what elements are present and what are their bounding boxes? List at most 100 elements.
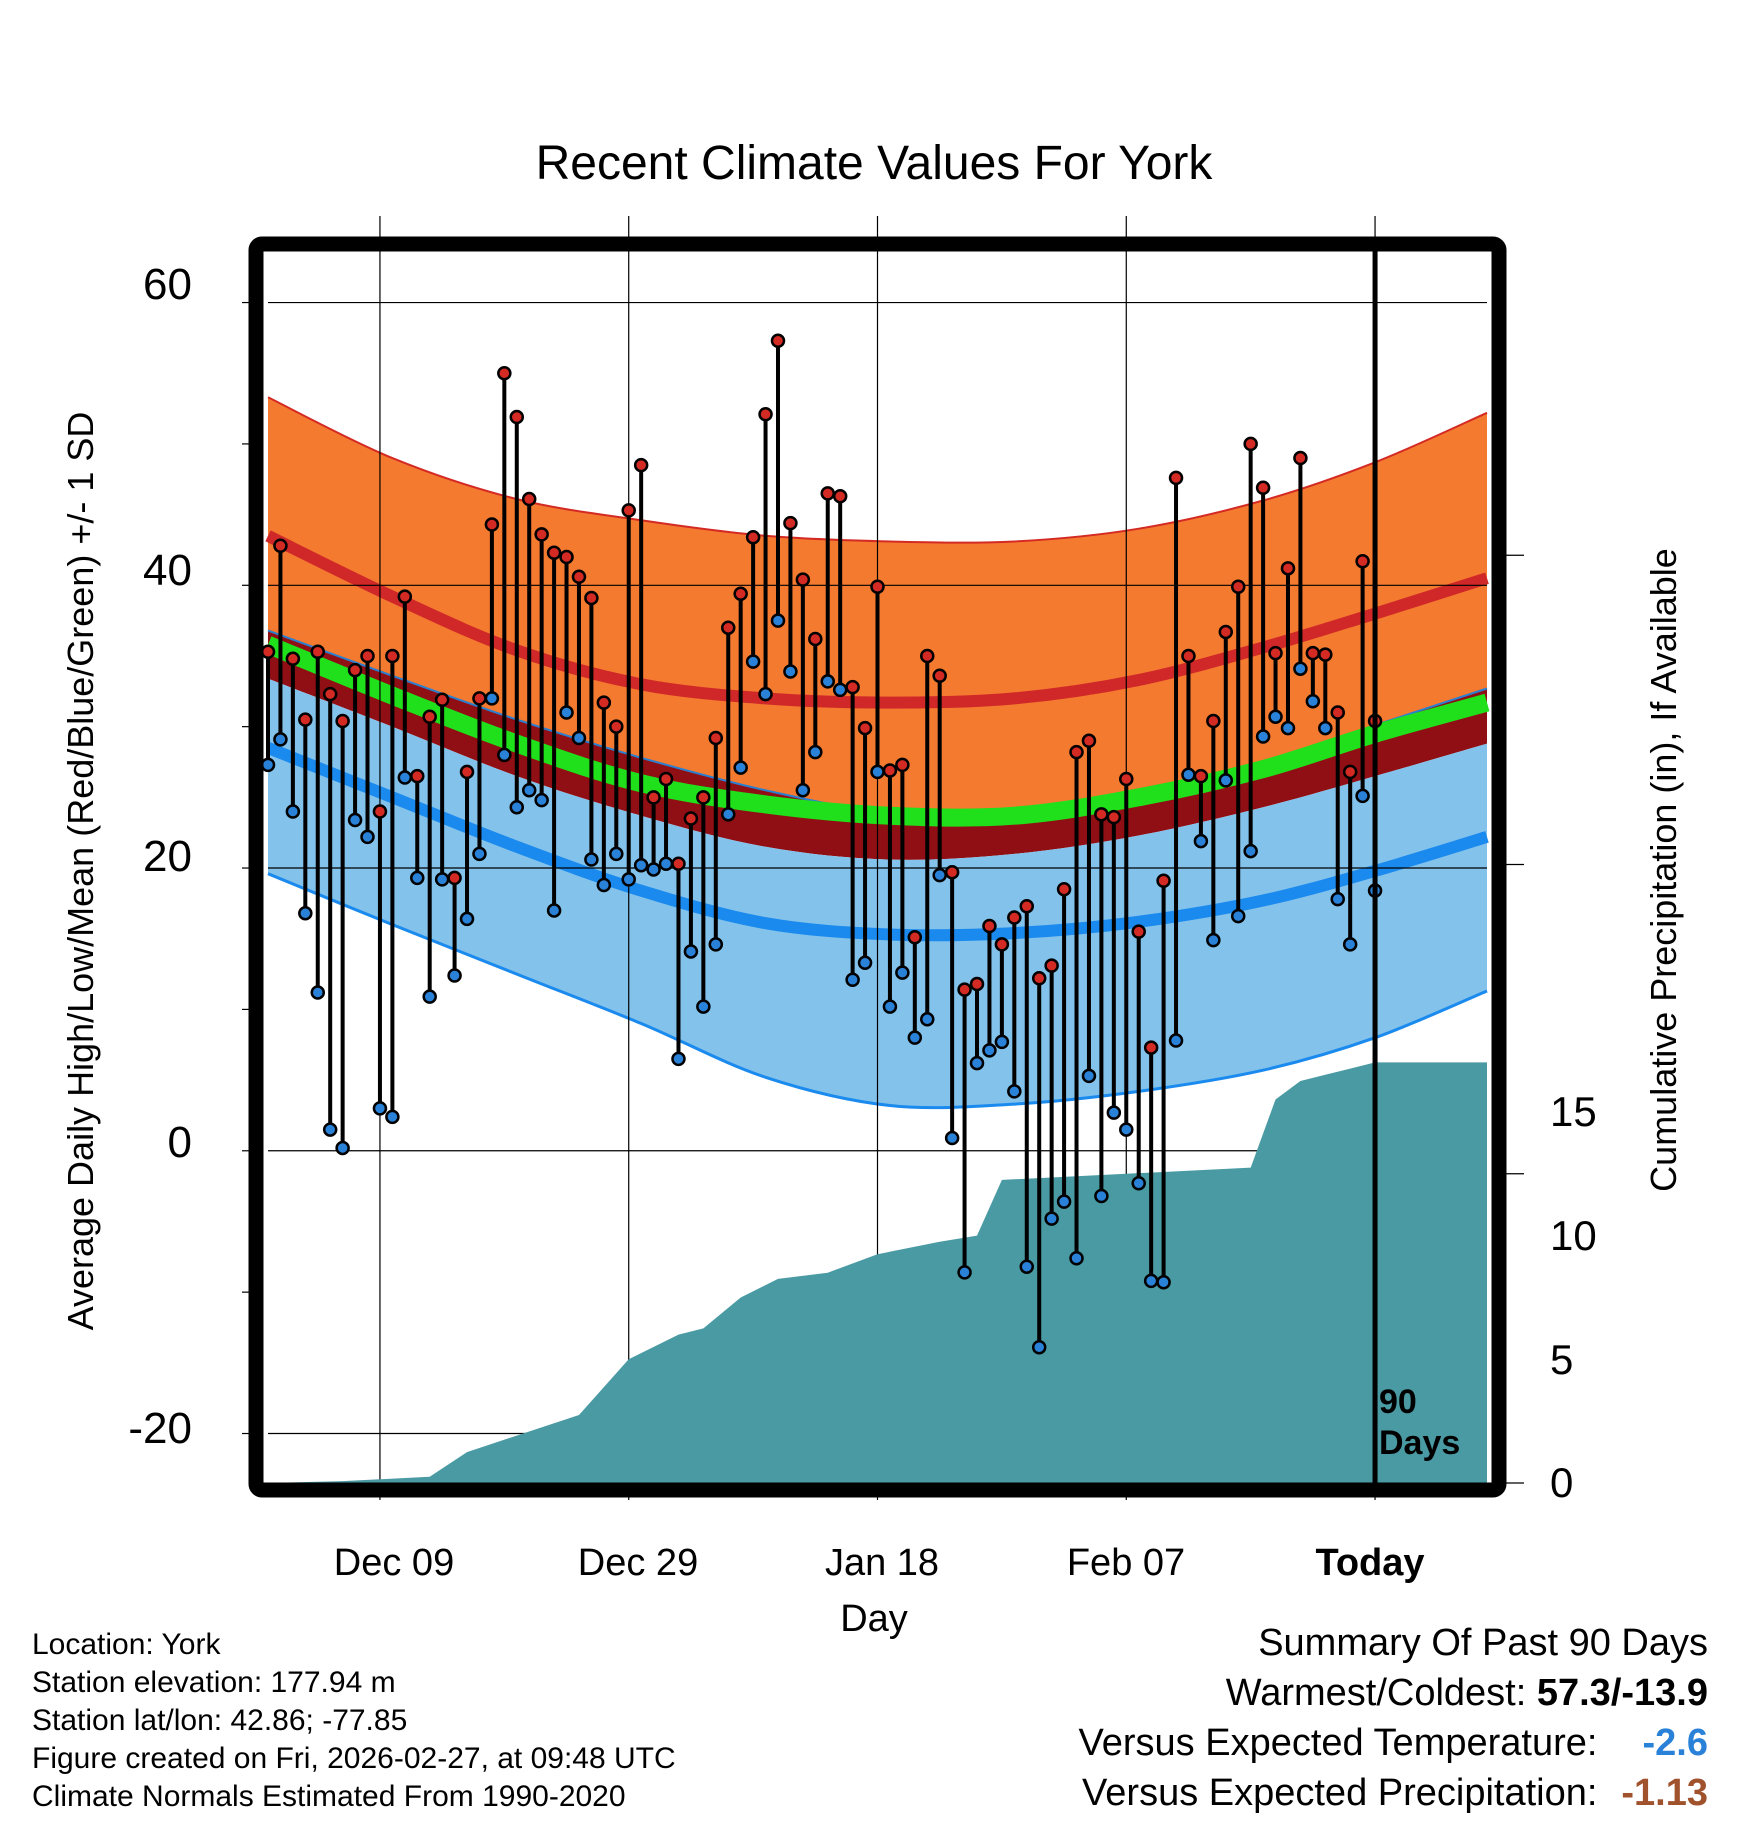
daily-low-point: [832, 682, 848, 698]
daily-high-point: [696, 790, 711, 805]
y-tick-label: -20: [128, 1404, 192, 1453]
daily-high-point: [559, 549, 574, 565]
daily-high-point: [1206, 713, 1221, 729]
daily-high-point: [770, 333, 786, 348]
daily-high-point: [260, 644, 276, 659]
summary-warmest-row: Warmest/Coldest: 57.3/-13.9: [1079, 1668, 1708, 1718]
daily-high-point: [920, 648, 935, 664]
daily-high-point: [1293, 450, 1308, 466]
daily-low-point: [633, 857, 649, 873]
daily-low-point: [1007, 1084, 1022, 1099]
daily-low-point: [1280, 720, 1296, 736]
daily-high-point: [1330, 705, 1345, 720]
summary-precip-label: Versus Expected Precipitation:: [1082, 1772, 1598, 1814]
precip-tick-label: 5: [1550, 1336, 1574, 1383]
daily-low-point: [397, 770, 413, 785]
daily-high-point: [1044, 958, 1059, 973]
daily-low-point: [459, 911, 475, 927]
daily-low-point: [1305, 693, 1321, 709]
daily-high-point: [658, 771, 674, 787]
y-tick-label: 60: [143, 260, 192, 309]
daily-high-point: [584, 590, 599, 606]
daily-low-point: [1143, 1273, 1159, 1289]
daily-high-point: [1230, 579, 1246, 594]
daily-high-point: [907, 930, 923, 945]
daily-low-point: [596, 877, 612, 893]
daily-high-point: [546, 545, 562, 561]
daily-high-point: [1019, 898, 1035, 914]
x-tick-label: Jan 18: [824, 1542, 940, 1584]
daily-low-point: [1293, 661, 1308, 676]
meta-location: Location: York: [32, 1628, 221, 1661]
daily-low-point: [310, 985, 326, 1000]
daily-high-point: [1355, 554, 1370, 569]
daily-low-point: [1081, 1068, 1097, 1084]
daily-low-point: [1069, 1250, 1084, 1266]
daily-high-point: [472, 691, 487, 706]
daily-high-point: [944, 865, 960, 880]
daily-low-point: [1355, 788, 1370, 804]
daily-high-point: [720, 620, 736, 635]
daily-high-point: [285, 651, 301, 667]
y-tick-label: 0: [167, 1118, 192, 1167]
daily-high-point: [484, 517, 500, 532]
daily-low-point: [1094, 1188, 1109, 1204]
mean-sd-band: [268, 630, 1487, 860]
daily-low-point: [1031, 1340, 1047, 1355]
daily-low-point: [658, 856, 674, 872]
daily-high-point: [1069, 744, 1084, 760]
daily-low-point: [994, 1034, 1010, 1050]
daily-high-point: [447, 870, 462, 886]
daily-high-point: [1143, 1040, 1159, 1055]
daily-high-point: [745, 529, 761, 545]
daily-low-point: [745, 654, 761, 669]
daily-high-point: [671, 856, 686, 872]
daily-low-point: [584, 852, 599, 867]
daily-low-point: [534, 792, 549, 808]
daily-high-point: [758, 406, 773, 422]
daily-high-point: [1081, 733, 1097, 749]
daily-low-point: [360, 829, 375, 845]
daily-low-point: [696, 999, 711, 1014]
daily-high-point: [298, 712, 313, 727]
cumulative-precip-area: [268, 1062, 1487, 1483]
daily-low-point: [671, 1051, 686, 1067]
daily-low-point: [1206, 932, 1221, 948]
precip-tick-label: 10: [1550, 1212, 1597, 1259]
summary-temp-value: -2.6: [1642, 1722, 1708, 1764]
daily-high-point: [310, 644, 326, 659]
daily-low-point: [1230, 908, 1246, 924]
daily-high-point: [509, 409, 525, 425]
daily-low-point: [1168, 1033, 1184, 1048]
y-tick-label: 20: [143, 832, 192, 881]
daily-low-point: [1156, 1275, 1171, 1290]
plot-frame: [248, 236, 1507, 1498]
daily-high-point: [1243, 436, 1258, 452]
daily-low-point: [1106, 1105, 1122, 1120]
daily-high-point: [1318, 647, 1333, 662]
daily-low-point: [422, 989, 437, 1004]
daily-low-point: [795, 783, 811, 798]
daily-low-point: [907, 1030, 923, 1045]
daily-high-point: [1342, 764, 1358, 780]
daily-high-point: [683, 811, 699, 826]
summary-panel: Summary Of Past 90 Days Warmest/Coldest:…: [1079, 1618, 1708, 1818]
daily-high-point: [521, 491, 537, 507]
daily-high-point: [571, 569, 587, 585]
daily-high-point: [534, 527, 549, 542]
daily-low-point: [870, 764, 885, 780]
daily-low-point: [1193, 833, 1209, 849]
x-axis-label: Day: [840, 1598, 908, 1640]
daily-high-point: [1193, 768, 1209, 784]
daily-high-point: [1031, 971, 1047, 986]
daily-low-point: [720, 807, 736, 822]
daily-low-point: [708, 937, 724, 952]
today-days-text: 90 Days: [1379, 1383, 1461, 1462]
daily-low-point: [509, 799, 525, 815]
daily-high-point: [1106, 809, 1122, 825]
daily-high-point: [1218, 624, 1234, 640]
daily-high-point: [1181, 648, 1196, 664]
summary-precip-value: -1.13: [1621, 1772, 1708, 1814]
daily-high-point: [957, 982, 972, 997]
daily-high-point: [1007, 910, 1022, 925]
